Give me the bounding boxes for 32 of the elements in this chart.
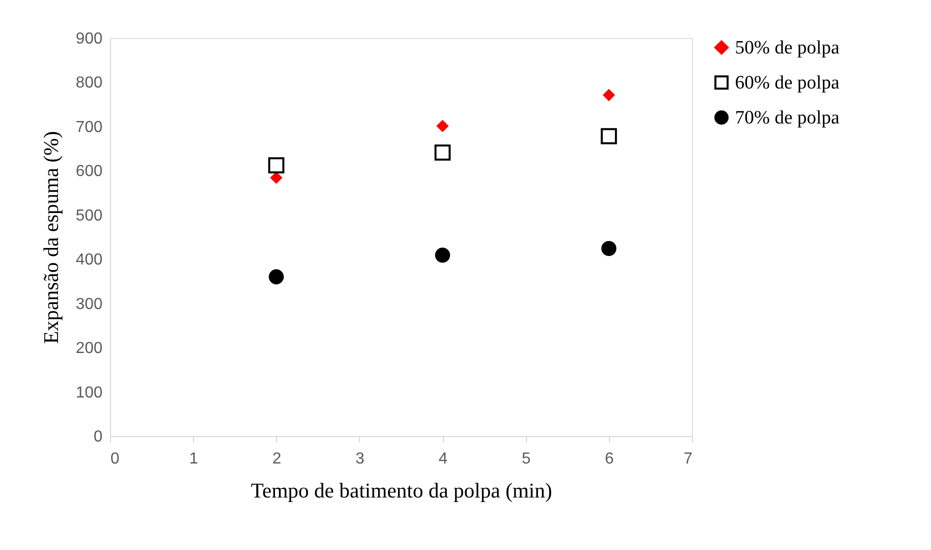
y-tick-label: 400	[76, 252, 103, 269]
point	[268, 157, 284, 174]
point	[435, 248, 450, 263]
x-tick-label: 6	[604, 450, 614, 468]
legend-label: 60% de polpa	[735, 72, 840, 94]
point	[603, 89, 615, 101]
x-tick-label: 7	[684, 450, 693, 468]
y-tick-label: 600	[76, 163, 103, 180]
y-tick-label: 800	[76, 74, 103, 92]
point	[270, 172, 282, 184]
y-tick-label: 900	[76, 30, 103, 48]
y-tick-label: 500	[76, 207, 103, 224]
x-axis-title: Tempo de batimento da polpa (min)	[250, 478, 552, 502]
x-tick-label: 1	[189, 450, 198, 468]
x-tick-label: 2	[272, 450, 282, 468]
y-tick-label: 0	[94, 428, 103, 446]
x-tick-label: 0	[110, 450, 120, 468]
legend-label: 70% de polpa	[735, 108, 840, 128]
y-tick-label: 200	[76, 340, 103, 358]
point	[434, 144, 451, 161]
legend-label: 50% de polpa	[735, 38, 840, 58]
point	[600, 128, 617, 144]
point	[268, 269, 284, 284]
x-tick-label: 4	[438, 450, 448, 468]
point	[601, 240, 616, 256]
y-tick-label: 100	[76, 384, 103, 402]
x-tick-label: 5	[522, 450, 531, 468]
point	[436, 120, 448, 132]
y-tick-label: 300	[76, 296, 103, 313]
y-tick-label: 700	[76, 118, 103, 136]
y-axis-title: Expansão da espuma (%)	[38, 131, 63, 344]
x-tick-label: 3	[355, 450, 364, 468]
